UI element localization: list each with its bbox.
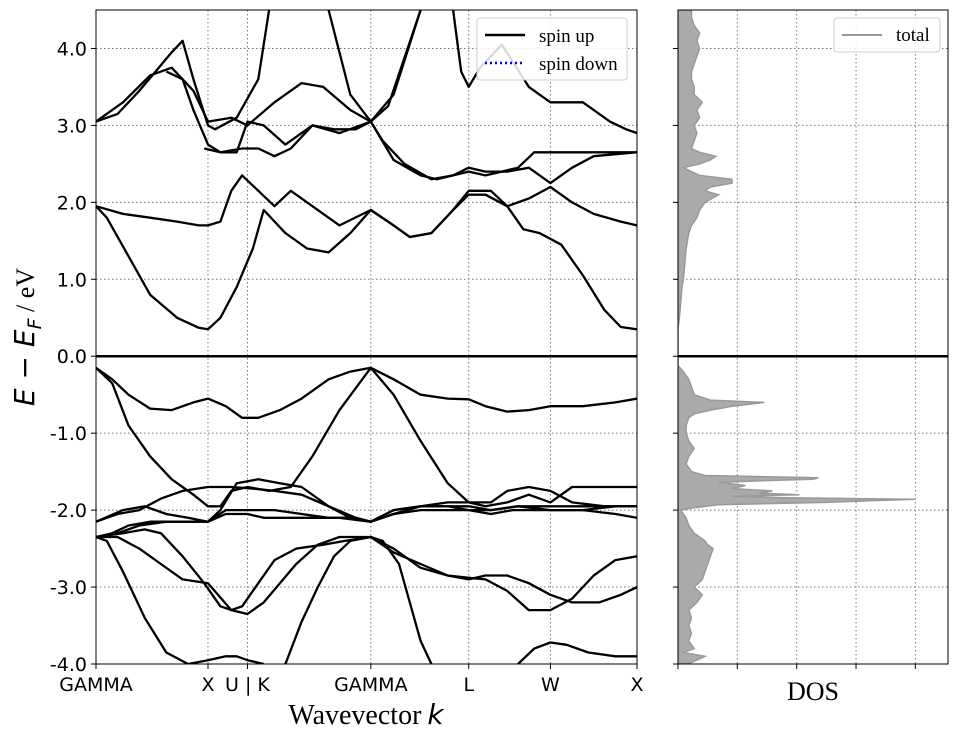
x-tick-label: U | K bbox=[225, 674, 270, 696]
y-tick-label: 4.0 bbox=[57, 38, 87, 60]
band-line bbox=[96, 505, 637, 539]
y-tick-label: 3.0 bbox=[57, 115, 87, 137]
band-grid bbox=[95, 10, 638, 665]
band-line bbox=[96, 366, 637, 508]
y-tick-label: 1.0 bbox=[57, 269, 87, 291]
dos-total-area bbox=[678, 10, 916, 664]
legend-spin-up-label: spin up bbox=[539, 26, 594, 47]
legend-spin-down-label: spin down bbox=[539, 54, 618, 75]
y-axis-label: E − EF / eV bbox=[8, 268, 46, 406]
x-axis-ticks: GAMMA X U | K GAMMA L W X bbox=[59, 664, 644, 696]
y-tick-label: -4.0 bbox=[50, 654, 87, 676]
legend-total-label: total bbox=[896, 25, 930, 46]
band-plot-frame bbox=[95, 9, 638, 665]
band-line bbox=[165, 70, 637, 185]
band-legend: spin up spin down bbox=[476, 17, 628, 81]
band-lines bbox=[96, 10, 637, 664]
band-line bbox=[203, 120, 637, 181]
dos-legend-box bbox=[833, 17, 941, 53]
y-tick-label: 2.0 bbox=[57, 192, 87, 214]
y-axis-label-sub: F bbox=[24, 317, 46, 329]
band-line bbox=[96, 478, 637, 523]
x-axis-label: Wavevector k bbox=[288, 698, 445, 731]
band-line bbox=[327, 10, 422, 123]
x-tick-label: X bbox=[630, 674, 643, 696]
y-tick-label: -2.0 bbox=[50, 500, 87, 522]
x-tick-label: W bbox=[541, 674, 560, 696]
band-line bbox=[96, 366, 637, 419]
band-line bbox=[96, 10, 271, 131]
x-tick-label: GAMMA bbox=[59, 674, 133, 696]
dos-plot-frame bbox=[677, 9, 949, 665]
x-tick-label: L bbox=[463, 674, 474, 696]
x-tick-label: X bbox=[201, 674, 214, 696]
band-line bbox=[96, 535, 264, 664]
band-line bbox=[96, 528, 637, 612]
band-line bbox=[451, 10, 637, 135]
band-line bbox=[96, 535, 637, 616]
band-line bbox=[96, 174, 637, 239]
dos-x-axis-label: DOS bbox=[787, 677, 839, 706]
band-line bbox=[96, 189, 637, 331]
y-tick-label: -3.0 bbox=[50, 577, 87, 599]
x-tick-label: GAMMA bbox=[334, 674, 408, 696]
y-axis-ticks: -4.0 -3.0 -2.0 -1.0 0.0 1.0 2.0 3.0 4.0 bbox=[50, 38, 96, 676]
dos-grid bbox=[678, 10, 948, 665]
band-legend-box bbox=[476, 17, 628, 81]
y-tick-label: -1.0 bbox=[50, 423, 87, 445]
y-axis-label-main: E − E bbox=[8, 329, 41, 406]
y-tick-label: 0.0 bbox=[57, 346, 87, 368]
x-axis-label-symbol: k bbox=[427, 698, 445, 731]
dos-legend: total bbox=[833, 17, 941, 53]
band-line bbox=[517, 641, 637, 664]
y-axis-label-unit: / eV bbox=[11, 268, 40, 319]
x-axis-label-text: Wavevector bbox=[288, 700, 422, 731]
band-line bbox=[284, 535, 433, 664]
band-line bbox=[96, 10, 422, 127]
dos-axis-ticks bbox=[673, 47, 916, 669]
